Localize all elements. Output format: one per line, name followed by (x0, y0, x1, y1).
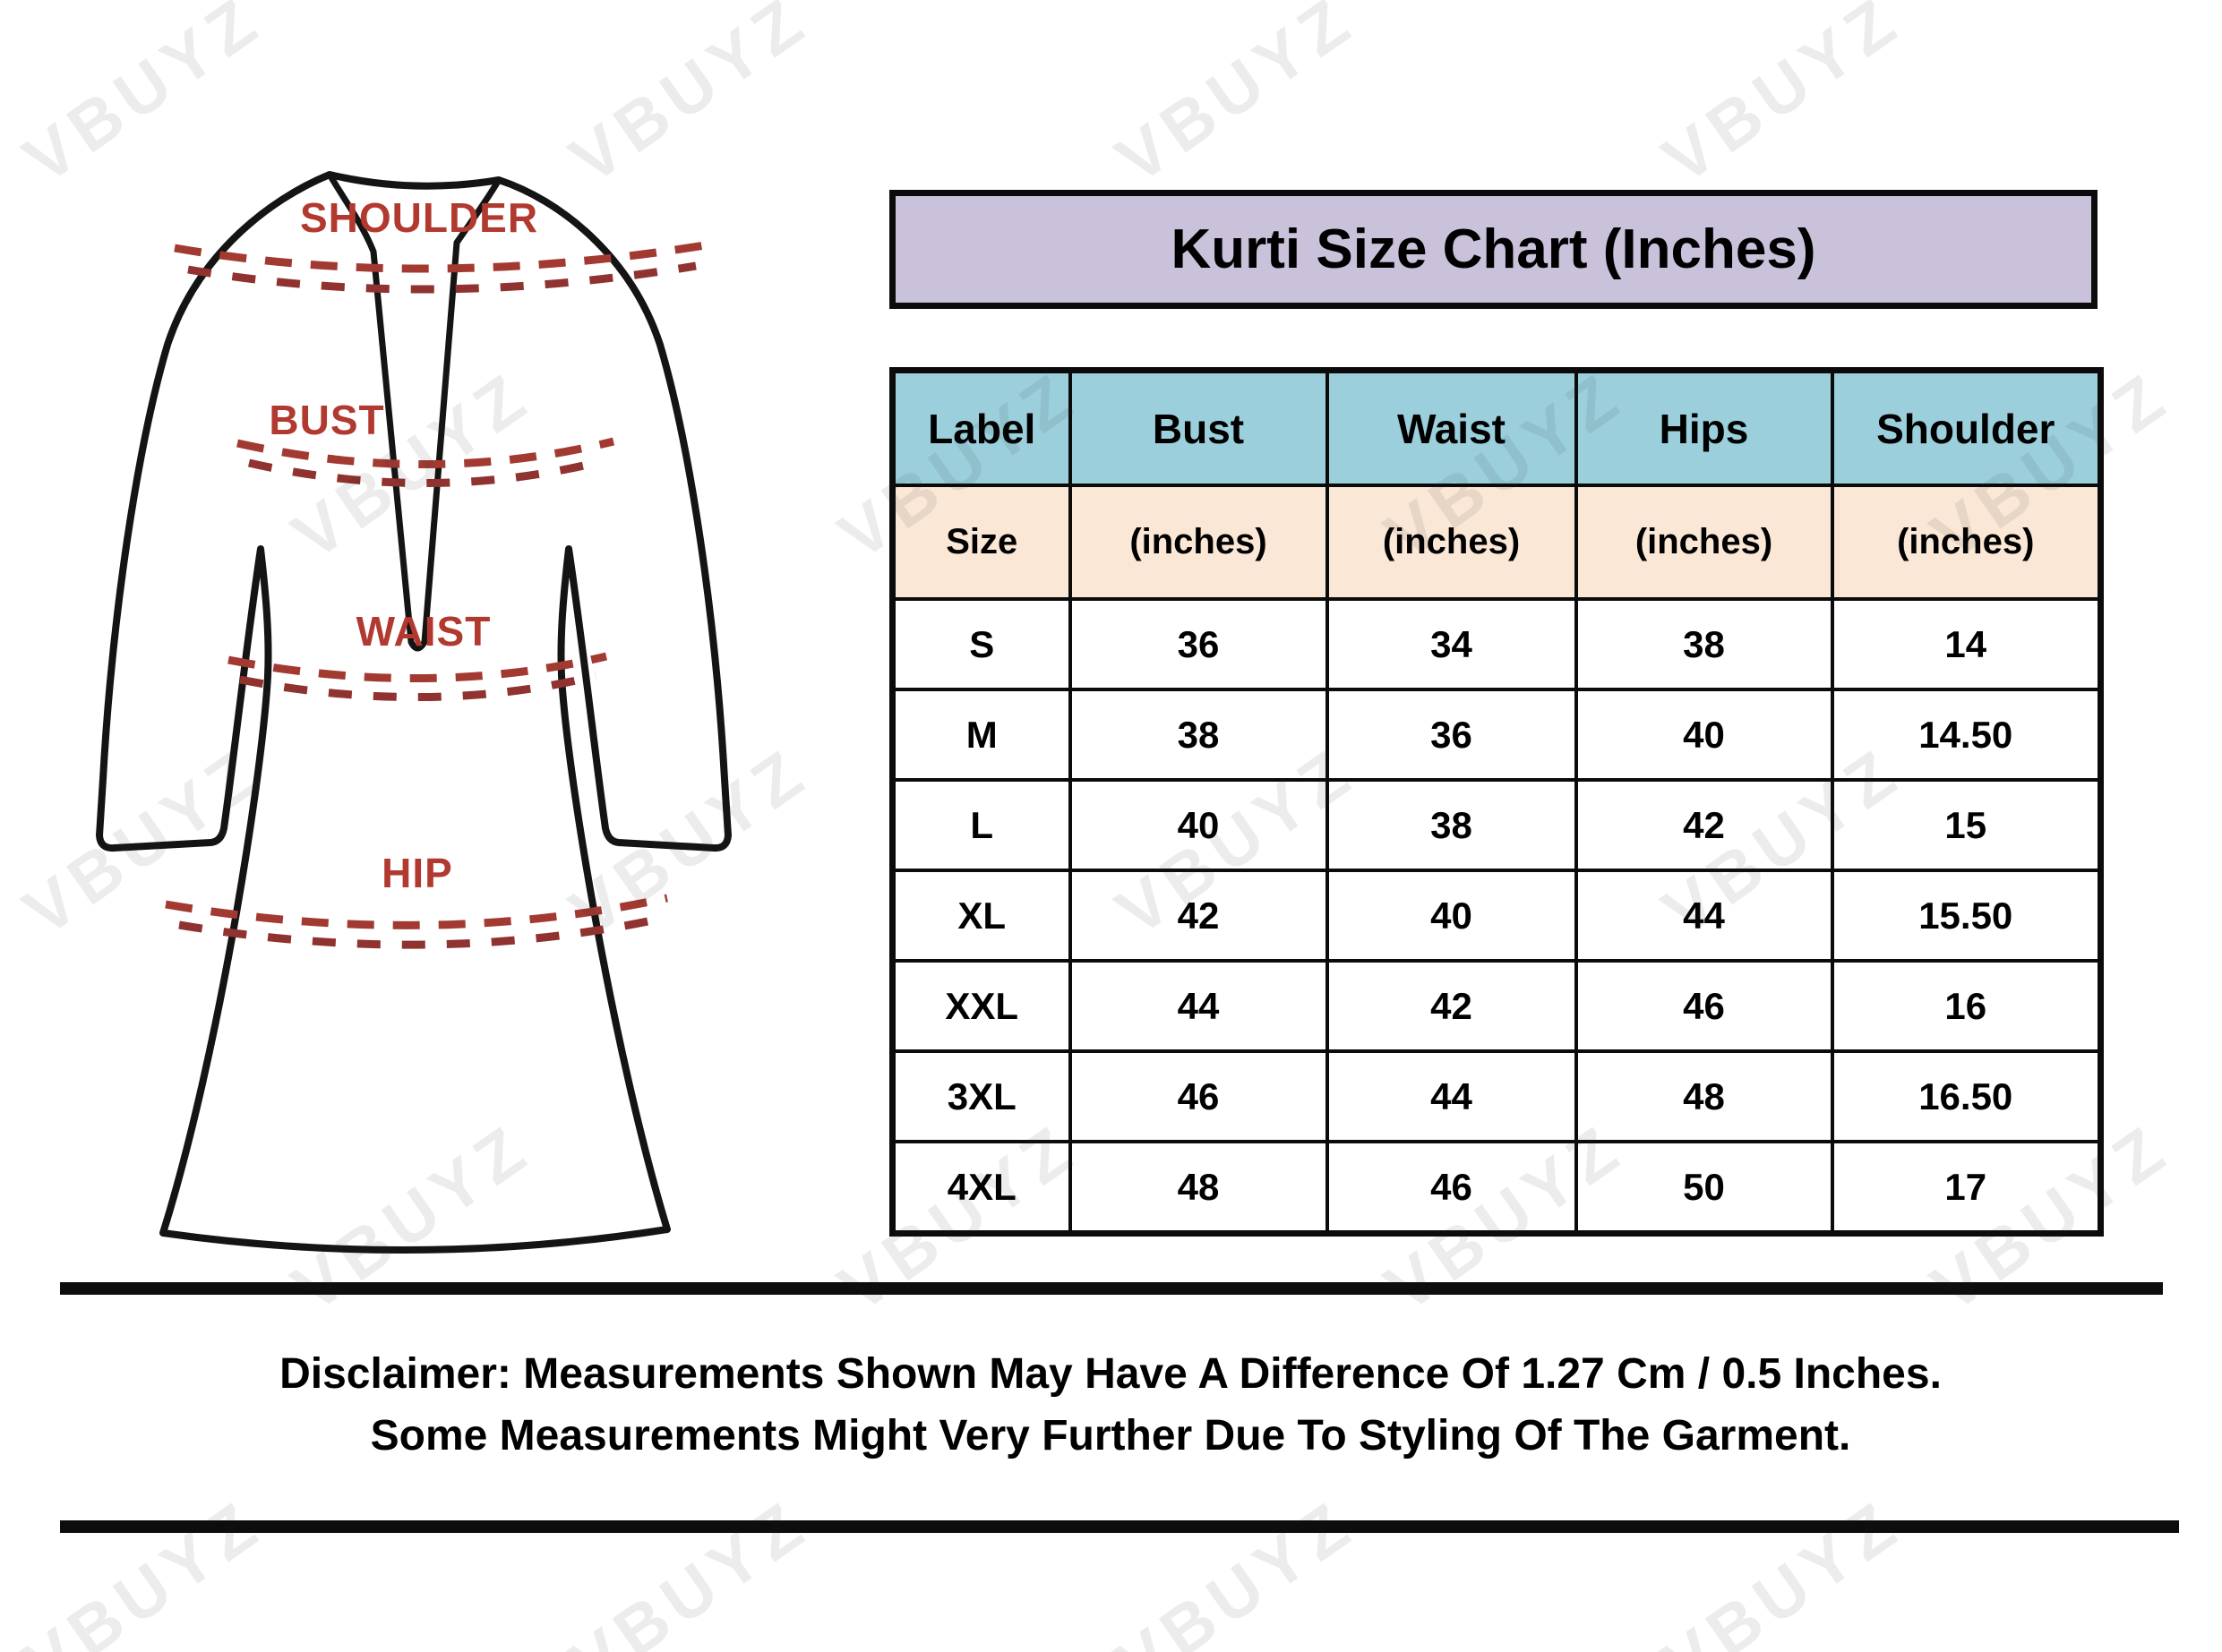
waist-value-cell: 34 (1325, 597, 1578, 691)
bust-value-cell: 36 (1068, 597, 1329, 691)
shoulder-dash-line (174, 240, 711, 273)
hips-value-cell: 46 (1574, 959, 1834, 1053)
shoulder-value-cell: 15.50 (1830, 869, 2103, 963)
shoulder-label: SHOULDER (300, 194, 538, 241)
chart-title-bar: Kurti Size Chart (Inches) (889, 190, 2098, 309)
table-row: S 36 34 38 14 (890, 597, 2103, 691)
waist-value-cell: 46 (1325, 1140, 1578, 1236)
bust-value-cell: 44 (1068, 959, 1329, 1053)
bust-value-cell: 38 (1068, 688, 1329, 782)
size-cell: L (890, 778, 1072, 872)
waist-dash-line-2 (239, 672, 597, 702)
size-cell: XL (890, 869, 1072, 963)
shoulder-value-cell: 14.50 (1830, 688, 2103, 782)
bust-value-cell: 48 (1068, 1140, 1329, 1236)
table-row: XL 42 40 44 15.50 (890, 869, 2103, 963)
bust-value-cell: 40 (1068, 778, 1329, 872)
hip-dash-line-2 (178, 915, 657, 949)
shoulder-value-cell: 14 (1830, 597, 2103, 691)
shoulder-value-cell: 15 (1830, 778, 2103, 872)
hips-value-cell: 40 (1574, 688, 1834, 782)
disclaimer-line-2: Some Measurements Might Very Further Due… (370, 1412, 1851, 1459)
hips-value-cell: 44 (1574, 869, 1834, 963)
hips-value-cell: 42 (1574, 778, 1834, 872)
waist-value-cell: 40 (1325, 869, 1578, 963)
size-cell: 3XL (890, 1049, 1072, 1143)
size-cell: S (890, 597, 1072, 691)
divider-line-top (60, 1282, 2163, 1295)
table-row: M 38 36 40 14.50 (890, 688, 2103, 782)
chart-title: Kurti Size Chart (Inches) (1171, 218, 1816, 280)
hips-value-cell: 48 (1574, 1049, 1834, 1143)
hip-dash-line (165, 894, 668, 929)
bust-value-cell: 42 (1068, 869, 1329, 963)
disclaimer-line-1: Disclaimer: Measurements Shown May Have … (279, 1350, 1942, 1398)
size-table: Label Bust Waist Hips Shoulder Size (inc… (889, 367, 2104, 1237)
kurti-outline (96, 171, 732, 1254)
waist-value-cell: 38 (1325, 778, 1578, 872)
waist-label: WAIST (356, 608, 492, 655)
disclaimer: Disclaimer: Measurements Shown May Have … (54, 1343, 2167, 1467)
shoulder-dash-line-2 (187, 261, 697, 294)
table-row: 3XL 46 44 48 16.50 (890, 1049, 2103, 1143)
table-subheader-row: Size (inches) (inches) (inches) (inches) (890, 484, 2103, 601)
subheader-bust-inches: (inches) (1068, 484, 1329, 601)
bust-dash-line (236, 437, 615, 468)
shoulder-value-cell: 16 (1830, 959, 2103, 1053)
bust-label: BUST (269, 397, 384, 443)
shoulder-value-cell: 16.50 (1830, 1049, 2103, 1143)
subheader-shoulder-inches: (inches) (1830, 484, 2103, 601)
kurti-diagram: SHOULDER BUST WAIST HIP (96, 171, 732, 1254)
shoulder-value-cell: 17 (1830, 1140, 2103, 1236)
hips-value-cell: 38 (1574, 597, 1834, 691)
size-cell: XXL (890, 959, 1072, 1053)
waist-value-cell: 36 (1325, 688, 1578, 782)
waist-value-cell: 42 (1325, 959, 1578, 1053)
subheader-size: Size (890, 484, 1072, 601)
table-row: 4XL 48 46 50 17 (890, 1140, 2103, 1236)
subheader-waist-inches: (inches) (1325, 484, 1578, 601)
table-row: XXL 44 42 46 16 (890, 959, 2103, 1053)
waist-dash-line (227, 652, 608, 683)
bust-dash-line-2 (248, 457, 605, 487)
table-header-row: Label Bust Waist Hips Shoulder (890, 368, 2103, 487)
header-hips: Hips (1574, 368, 1834, 487)
header-label: Label (890, 368, 1072, 487)
header-shoulder: Shoulder (1830, 368, 2103, 487)
size-cell: M (890, 688, 1072, 782)
subheader-hips-inches: (inches) (1574, 484, 1834, 601)
size-cell: 4XL (890, 1140, 1072, 1236)
table-row: L 40 38 42 15 (890, 778, 2103, 872)
bust-value-cell: 46 (1068, 1049, 1329, 1143)
header-bust: Bust (1068, 368, 1329, 487)
hips-value-cell: 50 (1574, 1140, 1834, 1236)
kurti-placket (326, 173, 502, 652)
hip-label: HIP (382, 850, 453, 896)
header-waist: Waist (1325, 368, 1578, 487)
divider-line-bottom (60, 1520, 2179, 1533)
waist-value-cell: 44 (1325, 1049, 1578, 1143)
